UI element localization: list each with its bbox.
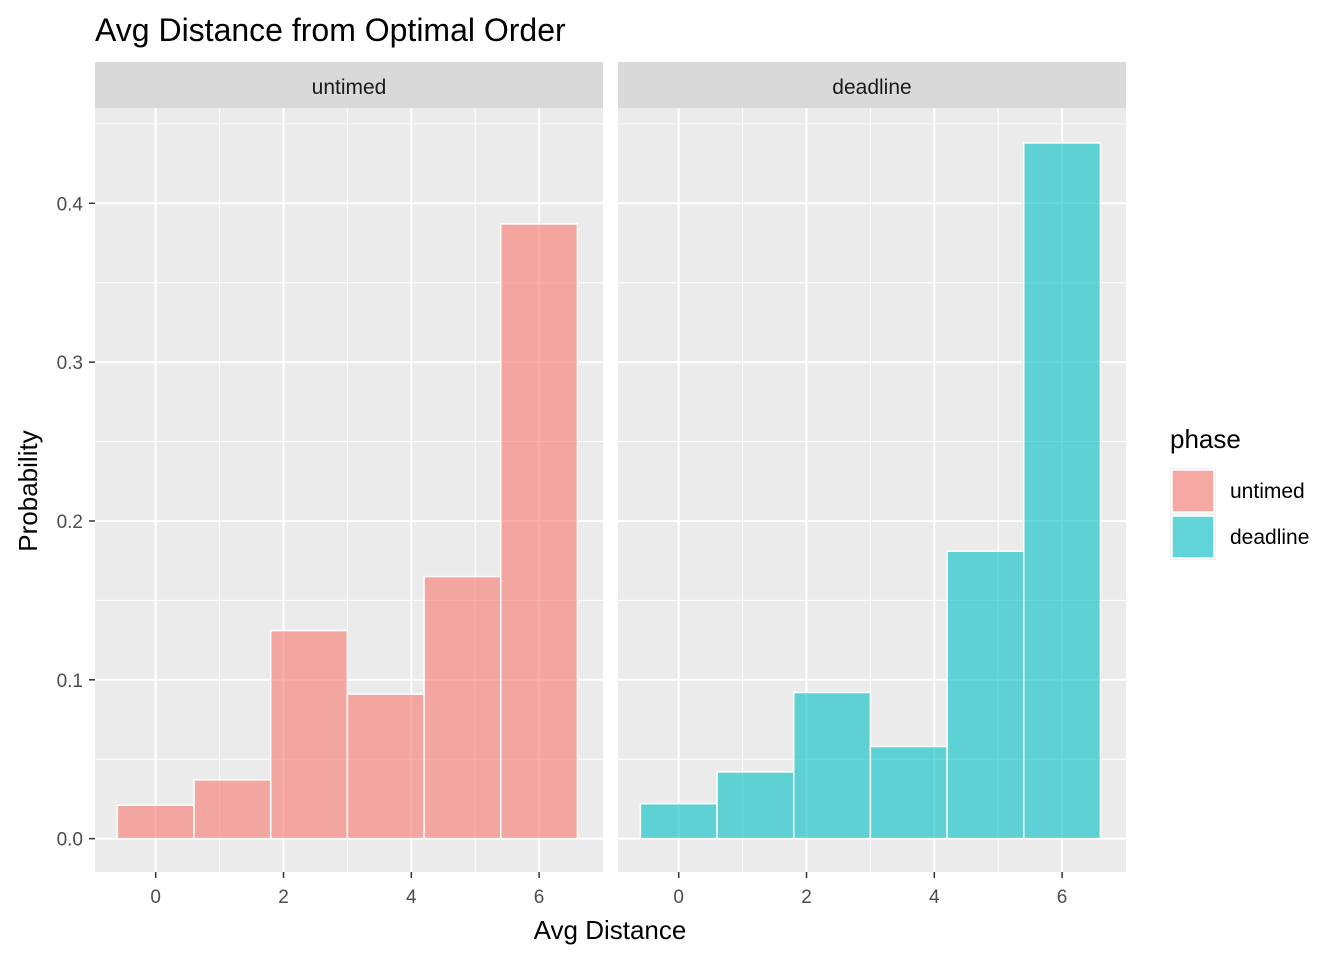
x-tick-label: 4 (929, 887, 940, 908)
chart-title: Avg Distance from Optimal Order (95, 12, 566, 48)
x-axis-title: Avg Distance (534, 915, 687, 945)
facet-strip-label: untimed (312, 76, 387, 99)
y-tick-label: 0.3 (57, 353, 83, 374)
panel-deadline: deadline 0 2 4 6 (618, 62, 1126, 908)
y-tick-label: 0.0 (57, 830, 83, 851)
y-tick-label: 0.1 (57, 671, 83, 692)
legend-key-deadline (1171, 515, 1215, 559)
facet-strip-label: deadline (832, 76, 911, 99)
panel-untimed: untimed 0 2 4 6 0.0 0.1 0.2 0.3 0.4 (57, 62, 603, 908)
y-axis-title: Probability (13, 430, 43, 551)
histogram-bar (1023, 142, 1102, 840)
histogram-bar (792, 691, 872, 840)
histogram-bar (346, 693, 425, 840)
legend-label-untimed: untimed (1230, 480, 1305, 503)
x-tick-label: 6 (534, 887, 545, 908)
x-tick-label: 0 (673, 887, 684, 908)
x-tick-label: 6 (1057, 887, 1068, 908)
x-tick-label: 4 (406, 887, 417, 908)
x-tick-label: 2 (801, 887, 812, 908)
histogram-bar (193, 779, 272, 840)
legend-title: phase (1170, 424, 1241, 454)
histogram-bar (269, 629, 349, 840)
x-tick-label: 0 (150, 887, 161, 908)
histogram-bar (116, 804, 195, 840)
facet-panels: untimed 0 2 4 6 0.0 0.1 0.2 0.3 0.4 deadline 0 2 4 6 (57, 62, 1126, 908)
histogram-bar (716, 771, 795, 840)
y-tick-label: 0.4 (57, 194, 84, 215)
histogram-bar (423, 575, 502, 840)
x-tick-label: 2 (278, 887, 289, 908)
facet-strip (618, 62, 1126, 108)
histogram-bar (946, 550, 1025, 840)
histogram-bar (500, 223, 579, 840)
histogram-bar (869, 745, 948, 840)
legend-key-untimed (1171, 469, 1215, 513)
y-tick-label: 0.2 (57, 512, 83, 533)
legend: phase untimed deadline (1170, 424, 1309, 560)
histogram-bar (639, 802, 718, 840)
facet-strip (95, 62, 603, 108)
legend-label-deadline: deadline (1230, 526, 1309, 549)
